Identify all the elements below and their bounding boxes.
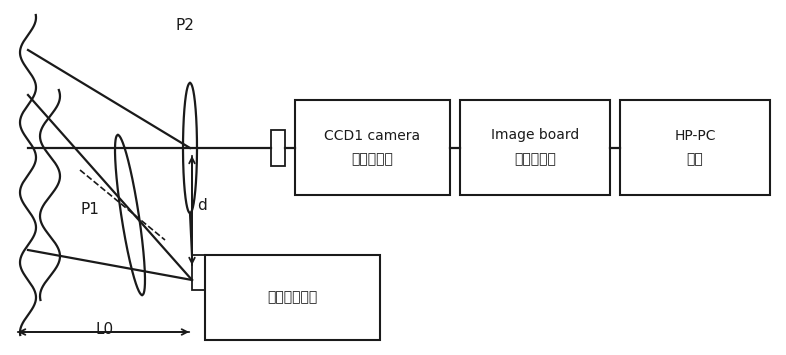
- Text: L0: L0: [96, 322, 114, 338]
- Text: P2: P2: [175, 17, 194, 33]
- Bar: [620, 100, 770, 195]
- Text: 图像采集卡: 图像采集卡: [514, 153, 556, 166]
- Bar: [205, 255, 380, 340]
- Bar: [295, 100, 450, 195]
- Text: 投影光源系统: 投影光源系统: [267, 290, 318, 305]
- Text: Image board: Image board: [491, 129, 579, 142]
- Text: 图像传感器: 图像传感器: [351, 153, 394, 166]
- Text: P1: P1: [80, 202, 100, 218]
- Bar: [271, 130, 285, 166]
- Text: 电脑: 电脑: [687, 153, 703, 166]
- Text: CCD1 camera: CCD1 camera: [325, 129, 421, 142]
- Text: HP-PC: HP-PC: [674, 129, 716, 142]
- Bar: [460, 100, 610, 195]
- Bar: [192, 255, 205, 290]
- Text: d: d: [197, 197, 207, 213]
